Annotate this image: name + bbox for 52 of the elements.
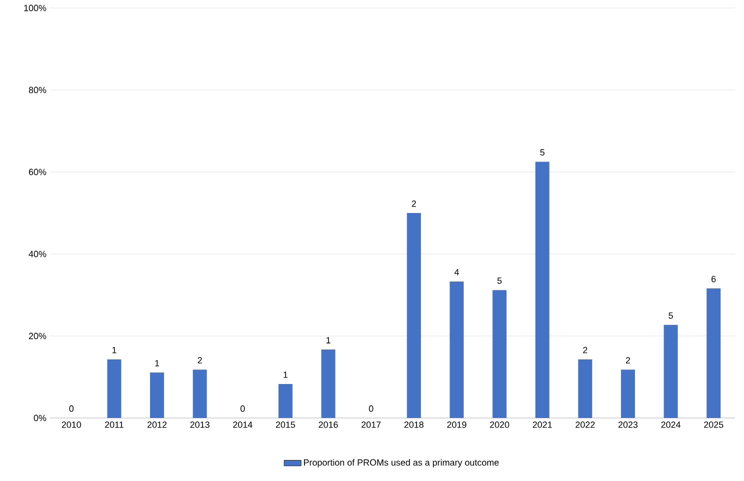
annotation: 1 xyxy=(326,337,330,344)
annotation: 4 xyxy=(454,269,459,276)
x-tick-label: 2014 xyxy=(233,422,252,428)
bar xyxy=(706,288,721,418)
x-tick-label: 2018 xyxy=(404,422,424,428)
x-tick-label: 2021 xyxy=(532,422,552,428)
annotation: 6 xyxy=(712,276,716,282)
annotation: 2 xyxy=(412,200,416,207)
x-tick-label: 2023 xyxy=(618,422,638,428)
y-tick-label: 20% xyxy=(28,332,46,340)
bar xyxy=(192,370,207,418)
annotation: 2 xyxy=(583,346,588,354)
bar xyxy=(535,162,550,418)
annotation: 1 xyxy=(112,346,116,354)
bar xyxy=(278,384,292,418)
x-tick-label: 2020 xyxy=(490,422,510,428)
x-tick-label: 2016 xyxy=(318,422,338,428)
y-tick-label: 100% xyxy=(24,4,46,12)
x-tick-label: 2010 xyxy=(62,422,82,428)
annotation: 5 xyxy=(497,278,502,284)
bar xyxy=(107,359,122,418)
bar xyxy=(321,350,336,418)
x-tick-label: 2017 xyxy=(362,422,381,428)
annotation: 5 xyxy=(668,312,673,319)
annotation: 0 xyxy=(69,405,74,412)
x-tick-label: 2024 xyxy=(661,422,680,428)
bar xyxy=(620,370,635,418)
annotation: 0 xyxy=(240,405,245,412)
y-tick-label: 80% xyxy=(28,86,46,94)
y-tick-label: 40% xyxy=(28,250,46,258)
bar xyxy=(492,290,507,418)
x-tick-label: 2013 xyxy=(190,422,210,428)
x-tick-label: 2019 xyxy=(447,422,466,428)
bar xyxy=(578,359,592,418)
bar xyxy=(150,372,164,418)
annotation: 0 xyxy=(368,405,374,412)
x-tick-label: 2011 xyxy=(105,422,124,428)
x-tick-label: 2022 xyxy=(576,422,595,428)
annotation: 1 xyxy=(284,372,288,378)
annotation: 2 xyxy=(198,357,202,364)
bar xyxy=(450,281,464,418)
x-tick-label: 2025 xyxy=(704,422,724,428)
x-tick-label: 2012 xyxy=(148,422,167,428)
annotation: 5 xyxy=(540,149,544,156)
bar xyxy=(664,324,678,418)
annotation: 2 xyxy=(626,357,630,364)
legend-label: Proportion of PROMs used as a primary outcome xyxy=(304,459,499,468)
annotation: 1 xyxy=(155,360,160,366)
y-tick-label: 0% xyxy=(34,414,46,422)
y-tick-label: 60% xyxy=(28,168,46,176)
bar xyxy=(406,212,421,418)
x-tick-label: 2015 xyxy=(276,422,296,428)
